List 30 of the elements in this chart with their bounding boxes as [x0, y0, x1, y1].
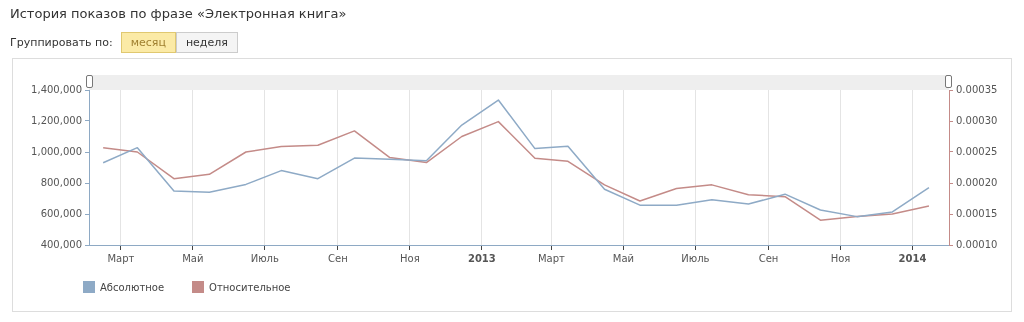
text: Группировать по:: [10, 36, 113, 49]
x-tick-label: Ноя: [830, 252, 851, 264]
y-tick-label: 1,400,000: [31, 83, 82, 95]
x-tick-label: Сен: [328, 252, 348, 264]
legend-label: Относительное: [209, 281, 291, 293]
x-tick-label: Май: [612, 252, 635, 264]
x-tick-label: 2014: [898, 252, 927, 264]
x-tick-label: Май: [182, 252, 204, 264]
y2-tick-label: 0.00015: [956, 207, 998, 219]
y2-tick-label: 0.00010: [956, 238, 998, 250]
y2-tick-label: 0.00030: [956, 114, 998, 126]
x-tick-label: Март: [107, 252, 135, 264]
x-tick-label: Сен: [758, 252, 779, 264]
y-tick-label: 800,000: [40, 176, 82, 188]
y2-tick-label: 0.00025: [956, 145, 998, 157]
y-tick-label: 1,000,000: [31, 145, 82, 157]
y2-tick-label: 0.00020: [956, 176, 998, 188]
x-tick-label: Март: [537, 252, 566, 264]
x-tick-label: Июль: [681, 252, 710, 264]
text: неделя: [175, 32, 238, 53]
x-tick-label: Июль: [250, 252, 279, 264]
x-tick-label: Ноя: [400, 252, 420, 264]
y2-tick-label: 0.00035: [956, 83, 998, 95]
y-tick-label: 600,000: [40, 207, 82, 219]
y-tick-label: 400,000: [40, 238, 82, 250]
chart-title: История показов по фразе «Электронная книга»: [10, 6, 347, 21]
legend-label: Абсолютное: [100, 281, 165, 293]
y-tick-label: 1,200,000: [31, 114, 82, 126]
text: месяц: [120, 32, 176, 53]
x-tick-label: 2013: [467, 252, 496, 264]
